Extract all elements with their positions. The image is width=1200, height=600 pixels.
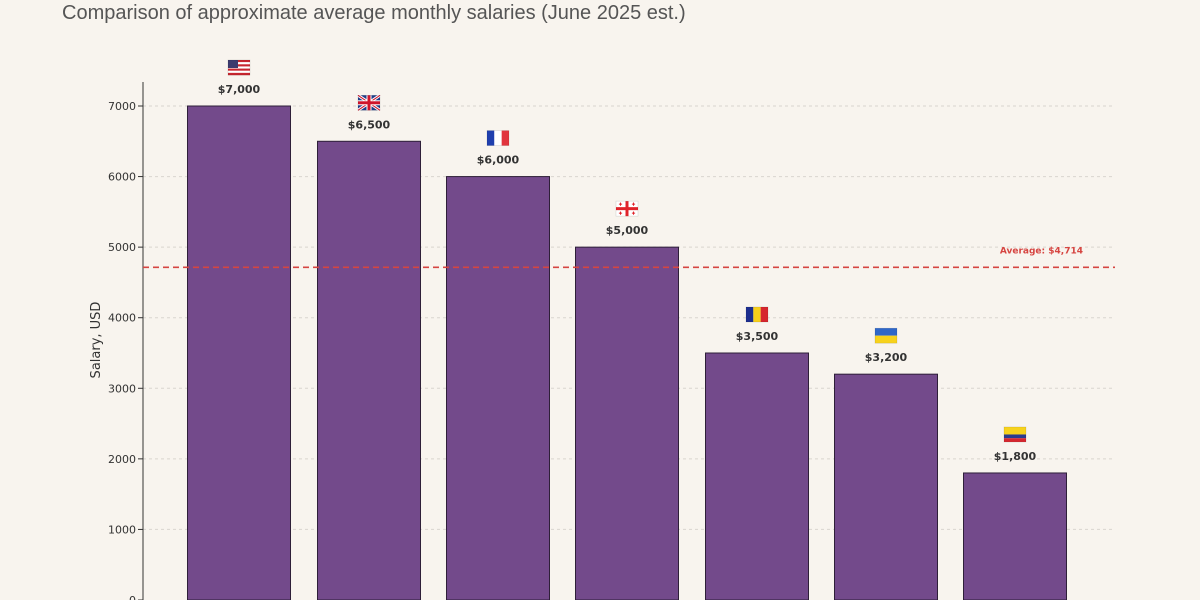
ukraine-flag-icon: [874, 327, 898, 344]
value-label: $6,500: [348, 118, 391, 131]
y-tick-label: 3000: [108, 382, 136, 395]
y-tick-label: 0: [129, 594, 136, 600]
bar-uk: [317, 140, 421, 600]
value-label: $1,800: [994, 450, 1037, 463]
y-tick-label: 1000: [108, 523, 136, 536]
bar-georgia: [575, 246, 679, 600]
value-label: $7,000: [218, 83, 261, 96]
value-label: $6,000: [477, 154, 520, 167]
bar-colombia: [963, 472, 1067, 600]
average-label: Average: $4,714: [1000, 246, 1083, 256]
us-flag-icon: [227, 59, 251, 76]
y-tick-label: 6000: [108, 171, 136, 184]
y-tick-label: 7000: [108, 100, 136, 113]
value-label: $5,000: [606, 224, 649, 237]
y-axis-label: Salary, USD: [89, 302, 104, 379]
bar-usa: [187, 105, 291, 600]
value-label: $3,200: [865, 351, 908, 364]
uk-flag-icon: [357, 94, 381, 112]
y-tick-label: 4000: [108, 312, 136, 325]
bar-ukraine: [834, 373, 938, 600]
chart-title: Comparison of approximate average monthl…: [62, 2, 686, 24]
france-flag-icon: [486, 130, 510, 146]
romania-flag-icon: [745, 306, 769, 323]
georgia-flag-icon: [615, 200, 639, 217]
y-tick-label: 5000: [108, 241, 136, 254]
bar-romania: [705, 352, 809, 600]
colombia-flag-icon: [1003, 426, 1027, 443]
y-tick-label: 2000: [108, 453, 136, 466]
value-label: $3,500: [736, 330, 779, 343]
bar-france: [446, 176, 550, 600]
